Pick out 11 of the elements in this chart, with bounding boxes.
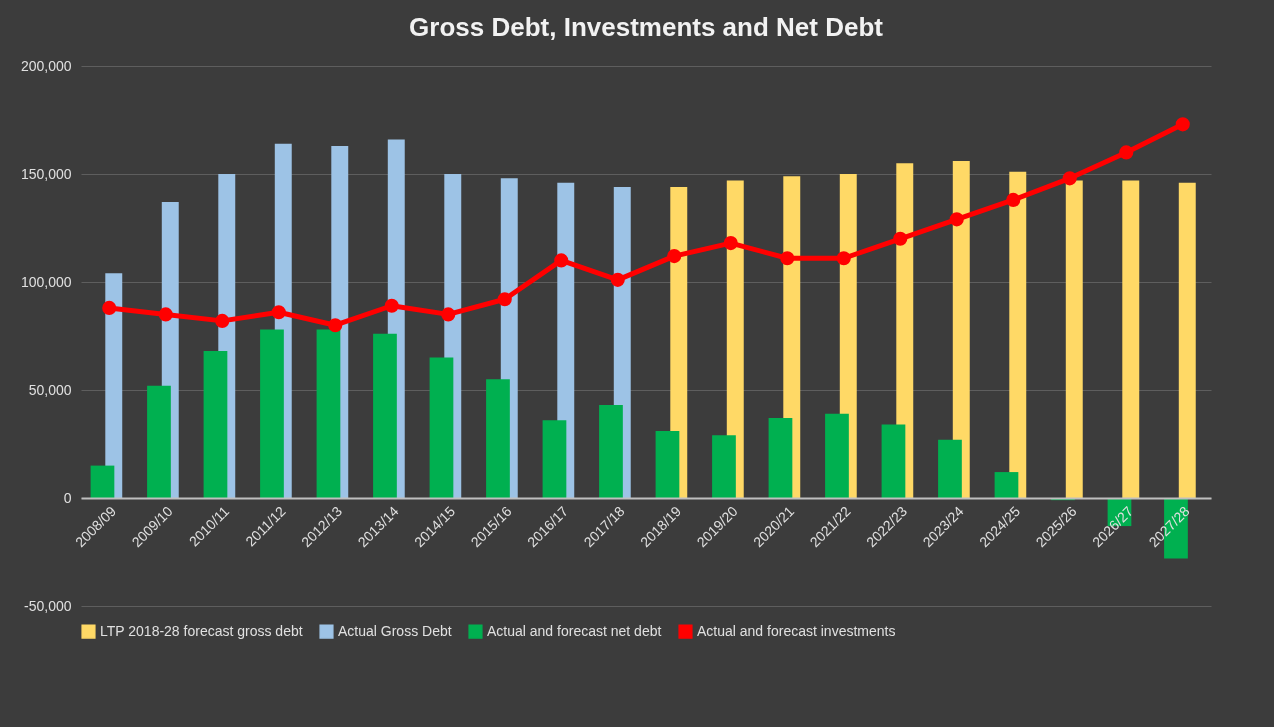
y-tick-label: 50,000 bbox=[28, 381, 72, 398]
y-tick-label: 100,000 bbox=[20, 273, 72, 290]
y-tick-label: -50,000 bbox=[24, 597, 72, 614]
legend-label: Actual and forecast net debt bbox=[487, 622, 662, 639]
legend-label: LTP 2018-28 forecast gross debt bbox=[100, 622, 303, 639]
y-tick-label: 200,000 bbox=[20, 57, 72, 74]
legend-label: Actual and forecast investments bbox=[697, 622, 896, 639]
chart-title: Gross Debt, Investments and Net Debt bbox=[409, 12, 884, 42]
y-tick-label: 150,000 bbox=[20, 165, 72, 182]
legend-label: Actual Gross Debt bbox=[338, 622, 452, 639]
y-tick-label: 0 bbox=[63, 489, 72, 506]
